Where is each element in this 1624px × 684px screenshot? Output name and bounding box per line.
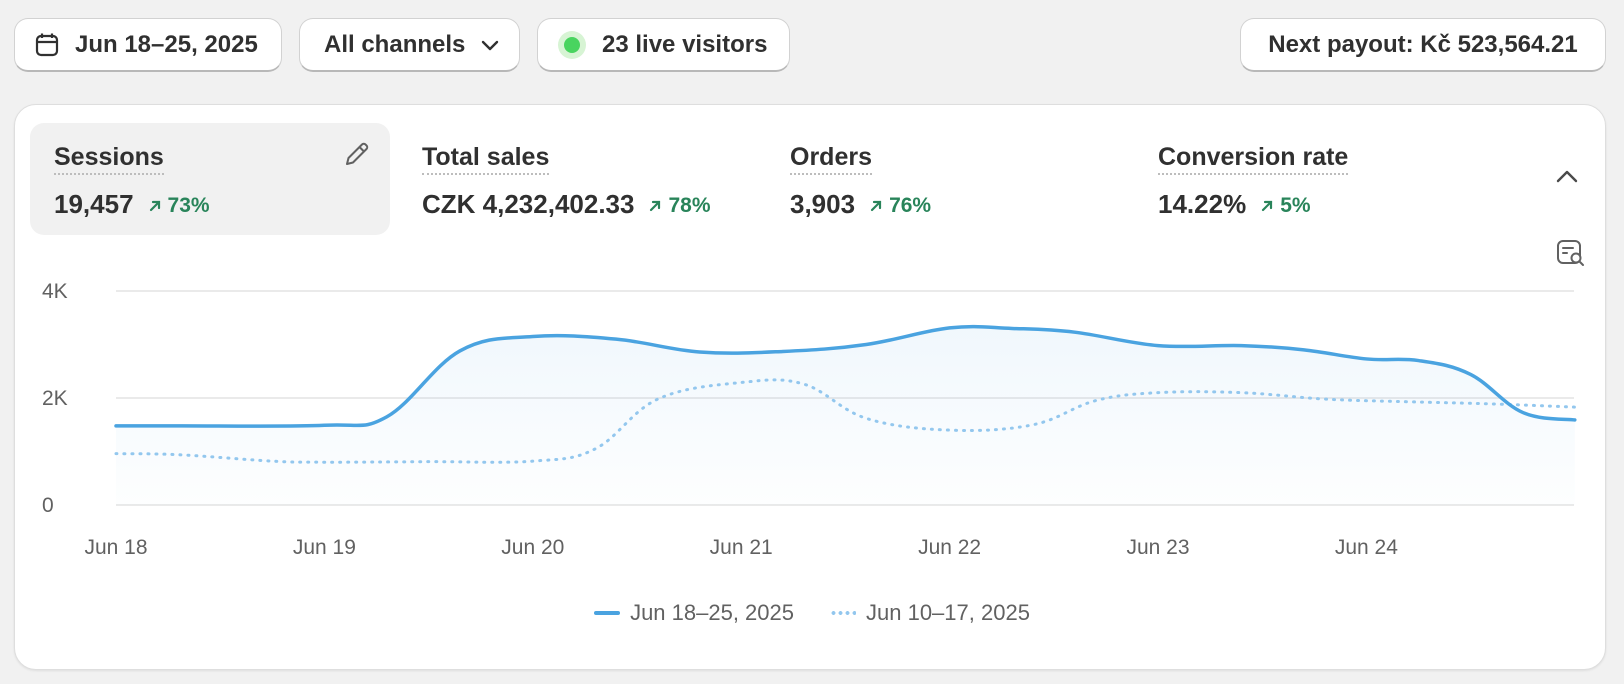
metric-label: Total sales: [422, 143, 550, 175]
metric-conversion-rate[interactable]: Conversion rate 14.22% 5%: [1134, 123, 1494, 235]
metric-value: 19,457: [54, 189, 134, 219]
arrow-up-right-icon: [650, 200, 661, 212]
legend-item-previous[interactable]: Jun 10–17, 2025: [830, 600, 1030, 626]
y-tick-label: 0: [42, 494, 54, 517]
metric-total-sales[interactable]: Total sales CZK 4,232,402.33 78%: [398, 123, 758, 235]
calendar-icon: [33, 31, 61, 59]
channel-select[interactable]: All channels: [299, 18, 520, 72]
live-visitors-button[interactable]: 23 live visitors: [537, 18, 790, 72]
x-tick-label: Jun 21: [710, 536, 773, 559]
metric-delta: 5%: [1260, 194, 1311, 218]
date-range-button[interactable]: Jun 18–25, 2025: [14, 18, 282, 72]
metric-label: Sessions: [54, 143, 164, 175]
next-payout-label: Next payout: Kč 523,564.21: [1268, 30, 1578, 58]
legend-swatch-solid: [594, 611, 621, 615]
x-tick-label: Jun 19: [293, 536, 356, 559]
arrow-up-right-icon: [870, 200, 882, 212]
legend-label: Jun 18–25, 2025: [630, 600, 794, 625]
metric-label: Orders: [790, 143, 872, 175]
live-dot-icon: [558, 30, 586, 59]
metric-delta: 78%: [648, 194, 711, 218]
metric-delta: 73%: [148, 194, 210, 218]
report-search-icon[interactable]: [1555, 237, 1587, 269]
date-range-label: Jun 18–25, 2025: [75, 30, 258, 58]
x-tick-label: Jun 24: [1335, 536, 1398, 559]
next-payout-button[interactable]: Next payout: Kč 523,564.21: [1240, 18, 1606, 72]
metric-value: 3,903: [790, 189, 856, 219]
arrow-up-right-icon: [1262, 200, 1273, 212]
legend-swatch-dotted: [830, 611, 856, 615]
chart-legend: Jun 18–25, 2025 Jun 10–17, 2025: [0, 600, 1624, 626]
live-visitors-label: 23 live visitors: [602, 30, 768, 58]
pencil-icon[interactable]: [342, 139, 372, 169]
y-tick-label: 4K: [42, 280, 68, 303]
series-line-current: [114, 324, 1577, 428]
series-area-current: [116, 326, 1575, 505]
legend-label: Jun 10–17, 2025: [866, 600, 1030, 625]
metric-value: CZK 4,232,402.33: [422, 189, 635, 219]
metric-value: 14.22%: [1158, 189, 1247, 219]
chevron-up-icon[interactable]: [1553, 163, 1581, 191]
series-line-previous: [114, 378, 1577, 464]
metric-label: Conversion rate: [1158, 143, 1349, 175]
x-tick-label: Jun 20: [501, 536, 564, 559]
metric-delta: 76%: [869, 194, 931, 218]
x-tick-label: Jun 23: [1126, 536, 1189, 559]
y-tick-label: 2K: [42, 387, 68, 410]
chevron-down-icon: [479, 34, 501, 56]
metric-sessions[interactable]: Sessions 19,457 73%: [30, 123, 390, 235]
metric-orders[interactable]: Orders 3,903 76%: [766, 123, 1126, 235]
x-tick-label: Jun 22: [918, 536, 981, 559]
channel-label: All channels: [324, 30, 466, 58]
legend-item-current[interactable]: Jun 18–25, 2025: [594, 600, 794, 626]
x-tick-label: Jun 18: [84, 536, 147, 559]
arrow-up-right-icon: [149, 200, 160, 212]
